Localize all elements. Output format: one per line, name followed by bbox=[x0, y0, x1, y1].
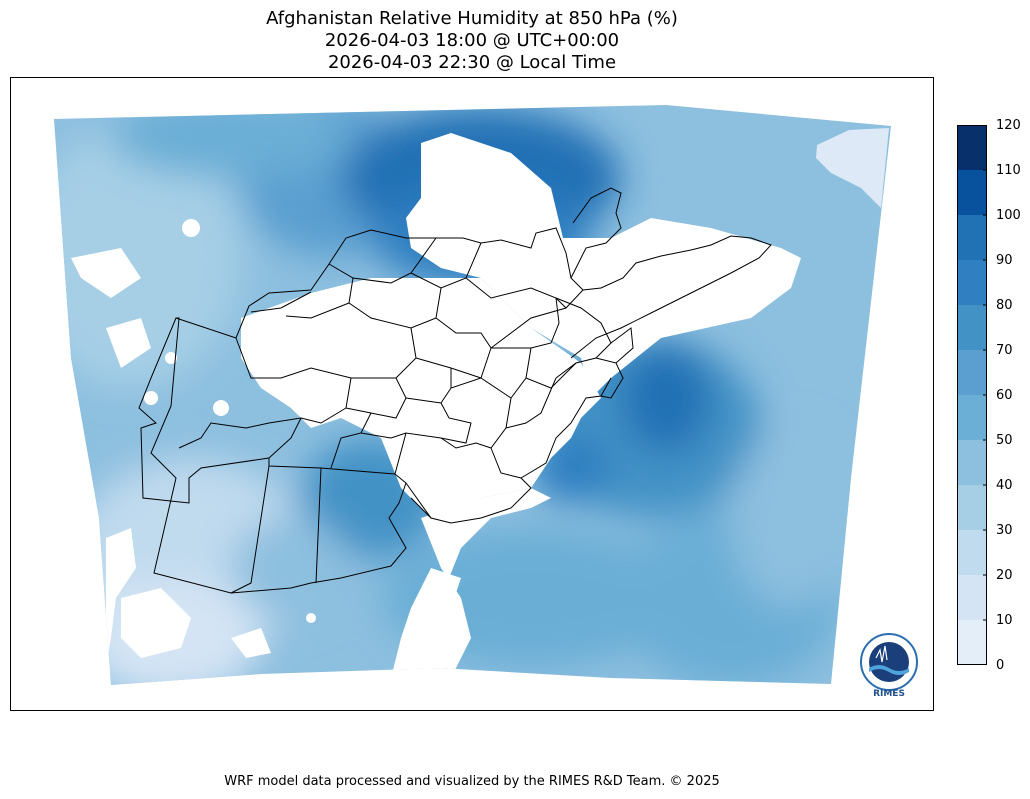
colorbar-tick-label: 80 bbox=[996, 298, 1013, 313]
province-boundaries bbox=[138, 187, 772, 594]
map-frame bbox=[10, 77, 934, 711]
colorbar-band bbox=[957, 350, 987, 396]
humidity-map bbox=[54, 105, 891, 685]
colorbar-tick-label: 0 bbox=[996, 658, 1005, 673]
colorbar-tick-label: 110 bbox=[996, 163, 1021, 178]
colorbar-tick-label: 40 bbox=[996, 478, 1013, 493]
colorbar-tick-label: 50 bbox=[996, 433, 1013, 448]
footer-credit: WRF model data processed and visualized … bbox=[224, 774, 720, 789]
colorbar-band bbox=[957, 170, 987, 216]
chart-subtitle-utc: 2026-04-03 18:00 @ UTC+00:00 bbox=[324, 30, 620, 51]
colorbar-band bbox=[957, 305, 987, 351]
colorbar-band bbox=[957, 620, 987, 665]
colorbar-tick-label: 100 bbox=[996, 208, 1021, 223]
colorbar-band bbox=[957, 575, 987, 621]
ne-patch bbox=[816, 128, 889, 208]
logo-text: RIMES bbox=[873, 689, 905, 699]
rimes-logo: RIMES bbox=[856, 632, 922, 700]
colorbar-band bbox=[957, 215, 987, 261]
colorbar-tick-label: 90 bbox=[996, 253, 1013, 268]
colorbar-tick-label: 120 bbox=[996, 118, 1021, 133]
masked-areas bbox=[71, 133, 801, 678]
colorbar-band bbox=[957, 485, 987, 531]
colorbar-band bbox=[957, 440, 987, 486]
colorbar-band bbox=[957, 530, 987, 576]
colorbar-tick-label: 20 bbox=[996, 568, 1013, 583]
colorbar-tick-label: 70 bbox=[996, 343, 1013, 358]
chart-subtitle-local: 2026-04-03 22:30 @ Local Time bbox=[327, 52, 617, 73]
colorbar-tick-label: 10 bbox=[996, 613, 1013, 628]
colorbar-band bbox=[957, 260, 987, 306]
humidity-field bbox=[54, 105, 891, 685]
colorbar-band bbox=[957, 395, 987, 441]
chart-title: Afghanistan Relative Humidity at 850 hPa… bbox=[266, 8, 678, 29]
colorbar-band bbox=[957, 125, 987, 171]
colorbar-tick-label: 30 bbox=[996, 523, 1013, 538]
colorbar-tick-label: 60 bbox=[996, 388, 1013, 403]
colorbar bbox=[957, 125, 987, 665]
country-outline bbox=[138, 317, 407, 594]
